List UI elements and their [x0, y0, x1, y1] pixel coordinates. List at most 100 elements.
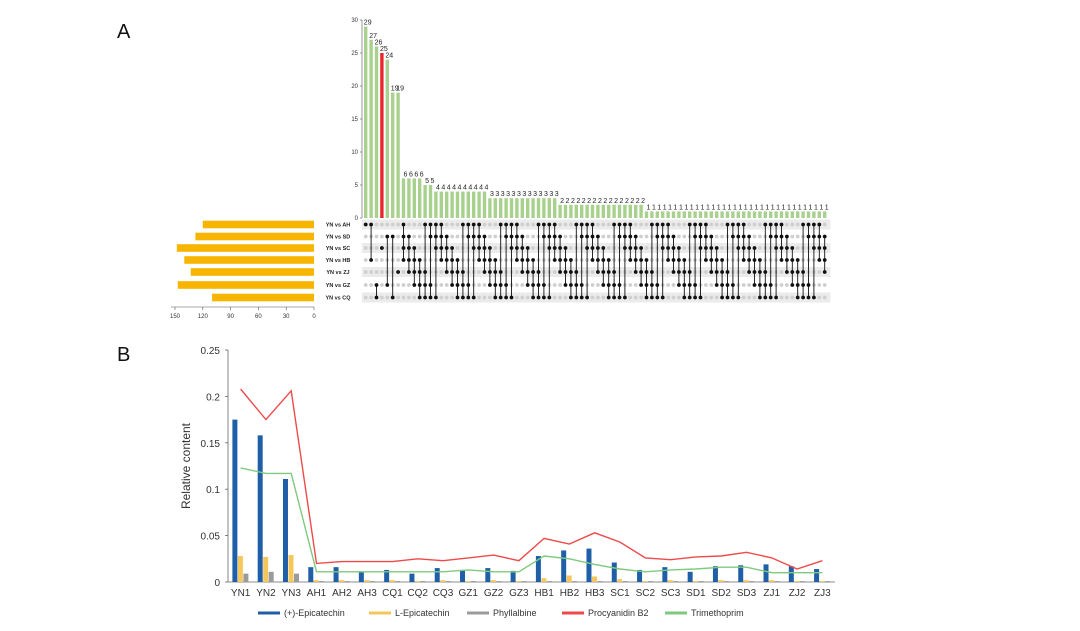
matrix-dot-inactive [817, 295, 822, 300]
matrix-dot-inactive [606, 246, 611, 250]
intersection-bar [747, 211, 751, 218]
y-tick-label: 0.05 [201, 532, 221, 543]
x-tick-label: SD1 [686, 588, 706, 599]
matrix-dot-inactive [677, 234, 681, 239]
matrix-dot-inactive [795, 246, 800, 250]
intersection-bar [526, 198, 530, 218]
matrix-dot-inactive [363, 270, 368, 274]
matrix-dot-inactive [639, 295, 643, 300]
intersection-bar-label: 2 [620, 198, 624, 205]
matrix-dot-inactive [450, 222, 454, 227]
bar-epicatechin [586, 548, 592, 582]
intersection-bar-label: 1 [679, 204, 683, 211]
matrix-dot-inactive [741, 295, 746, 300]
intersection-bar [423, 185, 427, 218]
matrix-dot-inactive [380, 258, 384, 262]
intersection-bar [488, 198, 492, 218]
intersection-bar [698, 211, 703, 218]
matrix-dot-inactive [795, 234, 800, 239]
matrix-dot-inactive [385, 295, 390, 300]
intersection-bar-label: 1 [787, 204, 791, 211]
intersection-bar-label: 1 [722, 204, 726, 211]
intersection-bar [569, 204, 573, 218]
intersection-bar-label: 1 [711, 204, 715, 211]
set-label: YN vs HB [326, 258, 351, 264]
matrix-dot-inactive [752, 222, 757, 227]
matrix-dot-inactive [444, 283, 449, 287]
matrix-dot-inactive [450, 295, 454, 300]
matrix-dot-inactive [477, 283, 481, 287]
matrix-dot-inactive [747, 222, 751, 227]
set-size-tick-label: 120 [198, 314, 209, 320]
matrix-dot-inactive [563, 295, 568, 300]
matrix-dot-inactive [439, 295, 444, 300]
bar-epicatechin [434, 568, 440, 582]
intersection-bar-label: 6 [404, 171, 408, 178]
intersection-bar-label: 3 [549, 191, 553, 198]
line-trimethoprim [240, 467, 823, 574]
matrix-dot-active [380, 246, 384, 250]
intersection-bar [731, 211, 735, 218]
matrix-dot-inactive [374, 246, 379, 250]
intersection-bar [520, 198, 524, 218]
intersection-bar [688, 211, 692, 218]
x-tick-label: GZ2 [484, 588, 504, 599]
matrix-dot-inactive [374, 270, 379, 274]
intersection-bar [385, 59, 389, 218]
matrix-dot-inactive [822, 283, 827, 287]
matrix-dot-inactive [558, 295, 562, 300]
matrix-dot-inactive [720, 234, 724, 239]
matrix-dot-inactive [720, 222, 724, 227]
intersection-bar-label: 3 [555, 191, 559, 198]
y-axis-title: Relative content [179, 422, 193, 509]
x-tick-label: YN1 [231, 588, 251, 599]
matrix-dot-inactive [380, 222, 384, 227]
upset-y-tick-label: 15 [351, 117, 358, 123]
intersection-bar-label: 1 [738, 204, 742, 211]
bar-epicatechin [535, 556, 541, 582]
bar-l-epicatechin [339, 580, 345, 582]
intersection-bar [655, 211, 659, 218]
matrix-dot-inactive [444, 222, 449, 227]
intersection-bar [623, 204, 627, 218]
matrix-dot-inactive [525, 234, 530, 239]
intersection-bar [709, 211, 713, 218]
intersection-bar [472, 191, 476, 218]
intersection-bar [774, 211, 778, 218]
matrix-dot-inactive [407, 222, 411, 227]
matrix-dot-inactive [682, 222, 687, 227]
set-size-bar [190, 268, 314, 276]
x-tick-label: CQ2 [407, 588, 428, 599]
upset-y-tick-label: 20 [351, 84, 358, 90]
bar-phyllalbine [622, 581, 628, 582]
bar-phyllalbine [369, 581, 375, 582]
intersection-bar-label: 1 [744, 204, 748, 211]
matrix-dot-inactive [520, 283, 525, 287]
upset-y-tick-label: 5 [355, 183, 359, 189]
x-tick-label: HB2 [560, 588, 580, 599]
bar-phyllalbine [749, 581, 755, 582]
bar-epicatechin [788, 566, 794, 582]
set-size-bar [184, 256, 314, 264]
bar-epicatechin [611, 562, 617, 582]
panel-b-label: B [117, 344, 130, 366]
intersection-bar-label: 4 [463, 185, 467, 192]
matrix-dot-inactive [758, 246, 762, 250]
matrix-dot-inactive [795, 222, 800, 227]
matrix-dot-inactive [482, 222, 487, 227]
matrix-dot-inactive [369, 270, 373, 274]
intersection-bar-label: 25 [380, 46, 388, 53]
intersection-bar-label: 1 [760, 204, 764, 211]
intersection-bar-label: 3 [512, 191, 516, 198]
intersection-bar [590, 204, 595, 218]
intersection-bar [790, 211, 794, 218]
matrix-dot-inactive [817, 283, 822, 287]
intersection-bar-label: 19 [396, 86, 404, 93]
matrix-dot-inactive [569, 234, 573, 239]
matrix-dot-inactive [515, 295, 519, 300]
bar-phyllalbine [496, 581, 502, 582]
intersection-bar-label: 3 [517, 191, 521, 198]
bar-l-epicatechin [414, 581, 420, 582]
bar-l-epicatechin [237, 556, 243, 582]
